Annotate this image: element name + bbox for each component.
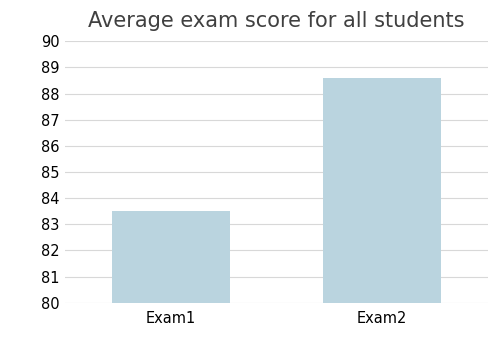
Bar: [112, 211, 230, 344]
Title: Average exam score for all students: Average exam score for all students: [89, 11, 465, 31]
Bar: [323, 78, 442, 344]
